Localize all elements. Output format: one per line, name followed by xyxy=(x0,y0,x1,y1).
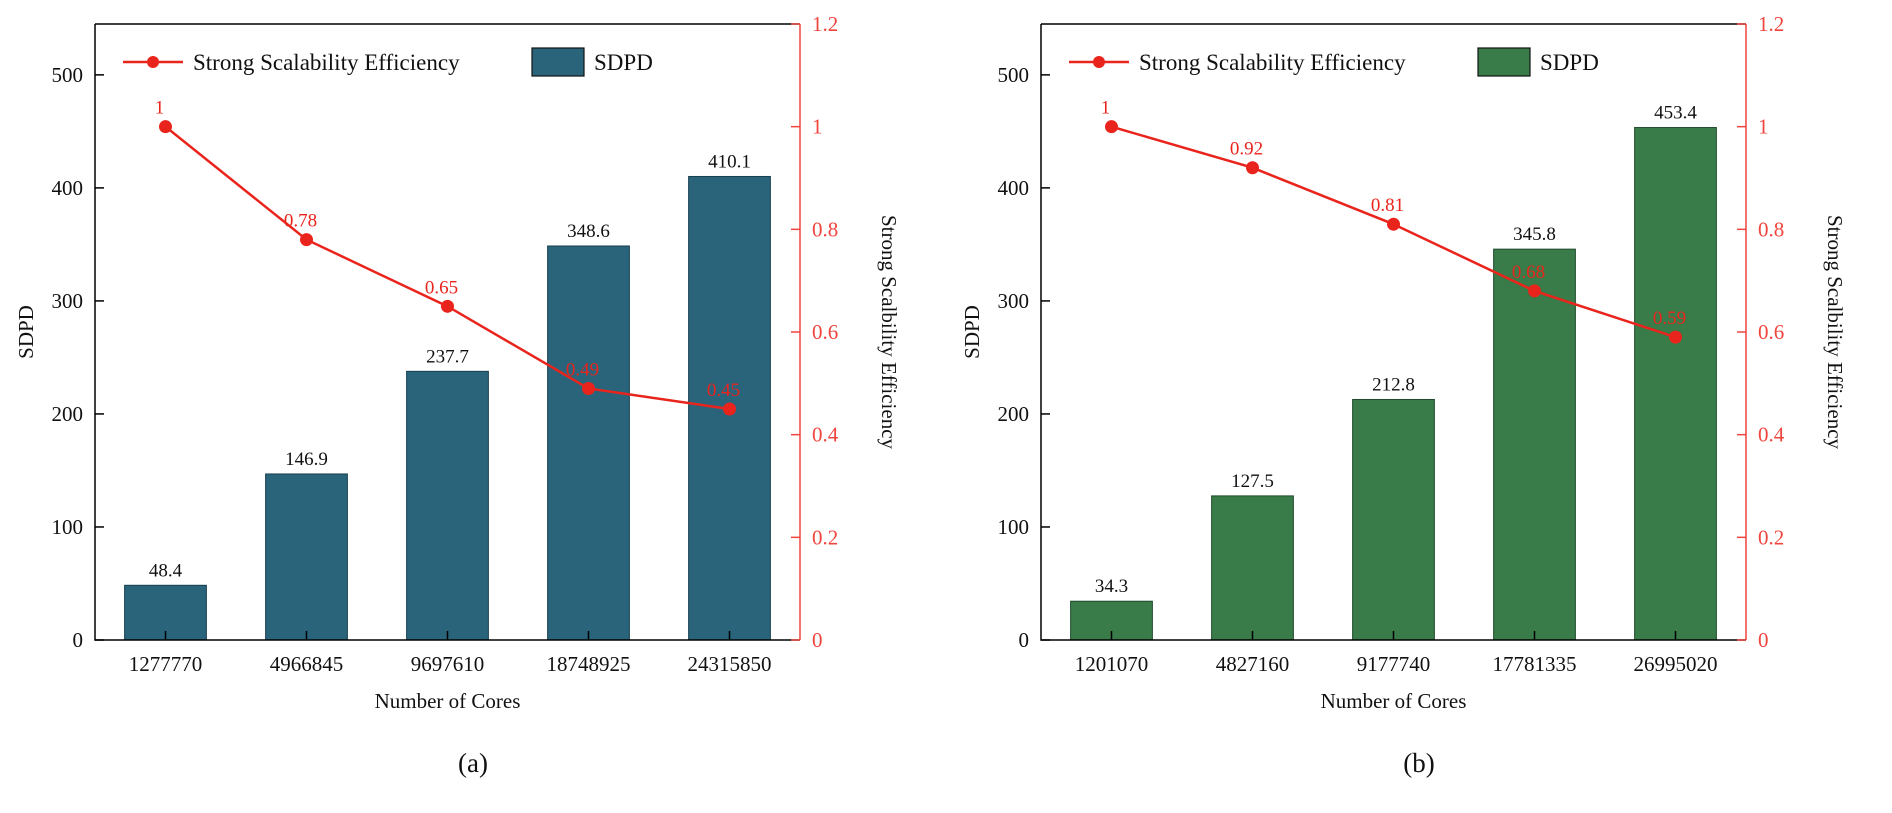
svg-text:127.5: 127.5 xyxy=(1231,471,1274,492)
svg-text:0.92: 0.92 xyxy=(1230,139,1263,160)
legend: Strong Scalability Efficiency SDPD xyxy=(1069,47,1599,77)
svg-text:9697610: 9697610 xyxy=(411,652,485,676)
svg-text:0.68: 0.68 xyxy=(1512,262,1545,283)
legend-line-label: Strong Scalability Efficiency xyxy=(193,50,460,75)
svg-text:1: 1 xyxy=(812,115,823,139)
axes: 0 100 200 300 400 500 0 0.2 0.4 0.6 0.8 1 1.2 1277770… xyxy=(14,12,901,713)
svg-text:500: 500 xyxy=(52,63,84,87)
svg-text:100: 100 xyxy=(998,515,1030,539)
svg-text:0.4: 0.4 xyxy=(812,423,839,447)
svg-text:300: 300 xyxy=(998,289,1030,313)
svg-text:0.8: 0.8 xyxy=(812,217,838,241)
svg-text:4966845: 4966845 xyxy=(270,652,344,676)
svg-text:237.7: 237.7 xyxy=(426,346,469,367)
x-axis-label: Number of Cores xyxy=(375,689,521,713)
svg-text:0.8: 0.8 xyxy=(1758,217,1784,241)
svg-text:0.4: 0.4 xyxy=(1758,423,1785,447)
svg-text:300: 300 xyxy=(52,289,84,313)
svg-text:0.81: 0.81 xyxy=(1371,195,1404,216)
left-axis-label: SDPD xyxy=(960,305,984,359)
bar-9177740 xyxy=(1352,398,1435,641)
svg-text:9177740: 9177740 xyxy=(1357,652,1431,676)
bar-17781335 xyxy=(1493,248,1576,641)
svg-text:400: 400 xyxy=(998,176,1030,200)
svg-text:0.49: 0.49 xyxy=(566,359,599,380)
svg-text:26995020: 26995020 xyxy=(1634,652,1718,676)
svg-text:4827160: 4827160 xyxy=(1216,652,1290,676)
svg-text:1: 1 xyxy=(155,98,165,119)
svg-text:146.9: 146.9 xyxy=(285,449,328,470)
svg-text:1.2: 1.2 xyxy=(812,12,838,36)
svg-text:17781335: 17781335 xyxy=(1493,652,1577,676)
svg-text:212.8: 212.8 xyxy=(1372,374,1415,395)
efficiency-line: 1 0.92 0.81 0.68 0.59 xyxy=(1101,98,1686,344)
svg-text:200: 200 xyxy=(52,402,84,426)
left-axis-label: SDPD xyxy=(14,305,38,359)
svg-text:1: 1 xyxy=(1758,115,1769,139)
sdpd-bars xyxy=(1070,127,1717,641)
svg-text:453.4: 453.4 xyxy=(1654,103,1697,124)
axes: 010020030040050000.20.40.60.811.21201070… xyxy=(960,12,1847,713)
svg-text:0.45: 0.45 xyxy=(707,380,740,401)
svg-text:100: 100 xyxy=(52,515,84,539)
bar-26995020 xyxy=(1634,127,1717,641)
svg-text:200: 200 xyxy=(998,402,1030,426)
svg-text:1.2: 1.2 xyxy=(1758,12,1784,36)
svg-text:0: 0 xyxy=(1758,628,1769,652)
svg-text:1277770: 1277770 xyxy=(129,652,203,676)
efficiency-line: 1 0.78 0.65 0.49 0.45 xyxy=(155,98,740,416)
svg-text:0.6: 0.6 xyxy=(812,320,838,344)
chart-a-caption: (a) xyxy=(458,748,488,778)
svg-text:34.3: 34.3 xyxy=(1095,576,1128,597)
sdpd-bars xyxy=(124,175,771,641)
bar-9697610 xyxy=(406,370,489,641)
svg-text:0: 0 xyxy=(812,628,823,652)
legend: Strong Scalability Efficiency SDPD xyxy=(123,47,653,77)
chart-b-canvas: 010020030040050000.20.40.60.811.21201070… xyxy=(960,12,1847,713)
svg-text:48.4: 48.4 xyxy=(149,560,183,581)
bar-value-labels: 48.4 146.9 237.7 348.6 410.1 xyxy=(149,151,751,581)
right-axis-label: Strong Scalbility Efficiency xyxy=(1823,215,1847,450)
svg-text:0.2: 0.2 xyxy=(812,525,838,549)
legend-bar-label: SDPD xyxy=(1540,50,1599,75)
svg-text:348.6: 348.6 xyxy=(567,221,610,242)
svg-text:1: 1 xyxy=(1101,98,1111,119)
legend-line-label: Strong Scalability Efficiency xyxy=(1139,50,1406,75)
bar-4827160 xyxy=(1211,495,1294,641)
bar-18748925 xyxy=(547,245,630,641)
svg-text:18748925: 18748925 xyxy=(547,652,631,676)
legend-bar-swatch xyxy=(531,47,585,77)
svg-text:0.59: 0.59 xyxy=(1653,308,1686,329)
svg-text:0.65: 0.65 xyxy=(425,277,458,298)
bar-1277770 xyxy=(124,584,207,641)
svg-text:0.6: 0.6 xyxy=(1758,320,1784,344)
svg-text:0.78: 0.78 xyxy=(284,211,317,232)
chart-panel-b: 0 100 200 300 400 500 0 0.2 0.4 0.6 0.8 1 1.2 1201070… xyxy=(946,0,1892,813)
svg-text:400: 400 xyxy=(52,176,84,200)
svg-text:345.8: 345.8 xyxy=(1513,224,1556,245)
svg-text:1201070: 1201070 xyxy=(1075,652,1149,676)
svg-text:0.2: 0.2 xyxy=(1758,525,1784,549)
legend-bar-swatch xyxy=(1477,47,1531,77)
legend-bar-label: SDPD xyxy=(594,50,653,75)
x-axis-label: Number of Cores xyxy=(1321,689,1467,713)
svg-text:0: 0 xyxy=(1019,628,1030,652)
bar-value-labels: 34.3 127.5 212.8 345.8 453.4 xyxy=(1095,103,1698,598)
right-axis-label: Strong Scalbility Efficiency xyxy=(877,215,901,450)
svg-text:24315850: 24315850 xyxy=(688,652,772,676)
svg-text:410.1: 410.1 xyxy=(708,151,751,172)
chart-a-canvas: 0 100 200 300 400 500 0 0.2 0.4 0.6 0.8 1 1.2 1277770… xyxy=(14,12,901,713)
chart-panel-a: 0 100 200 300 400 500 0 0.2 0.4 0.6 0.8 1 1.2 1277770… xyxy=(14,12,901,778)
svg-text:500: 500 xyxy=(998,63,1030,87)
svg-text:0: 0 xyxy=(73,628,84,652)
chart-b-caption: (b) xyxy=(1403,748,1435,778)
bar-4966845 xyxy=(265,473,348,641)
